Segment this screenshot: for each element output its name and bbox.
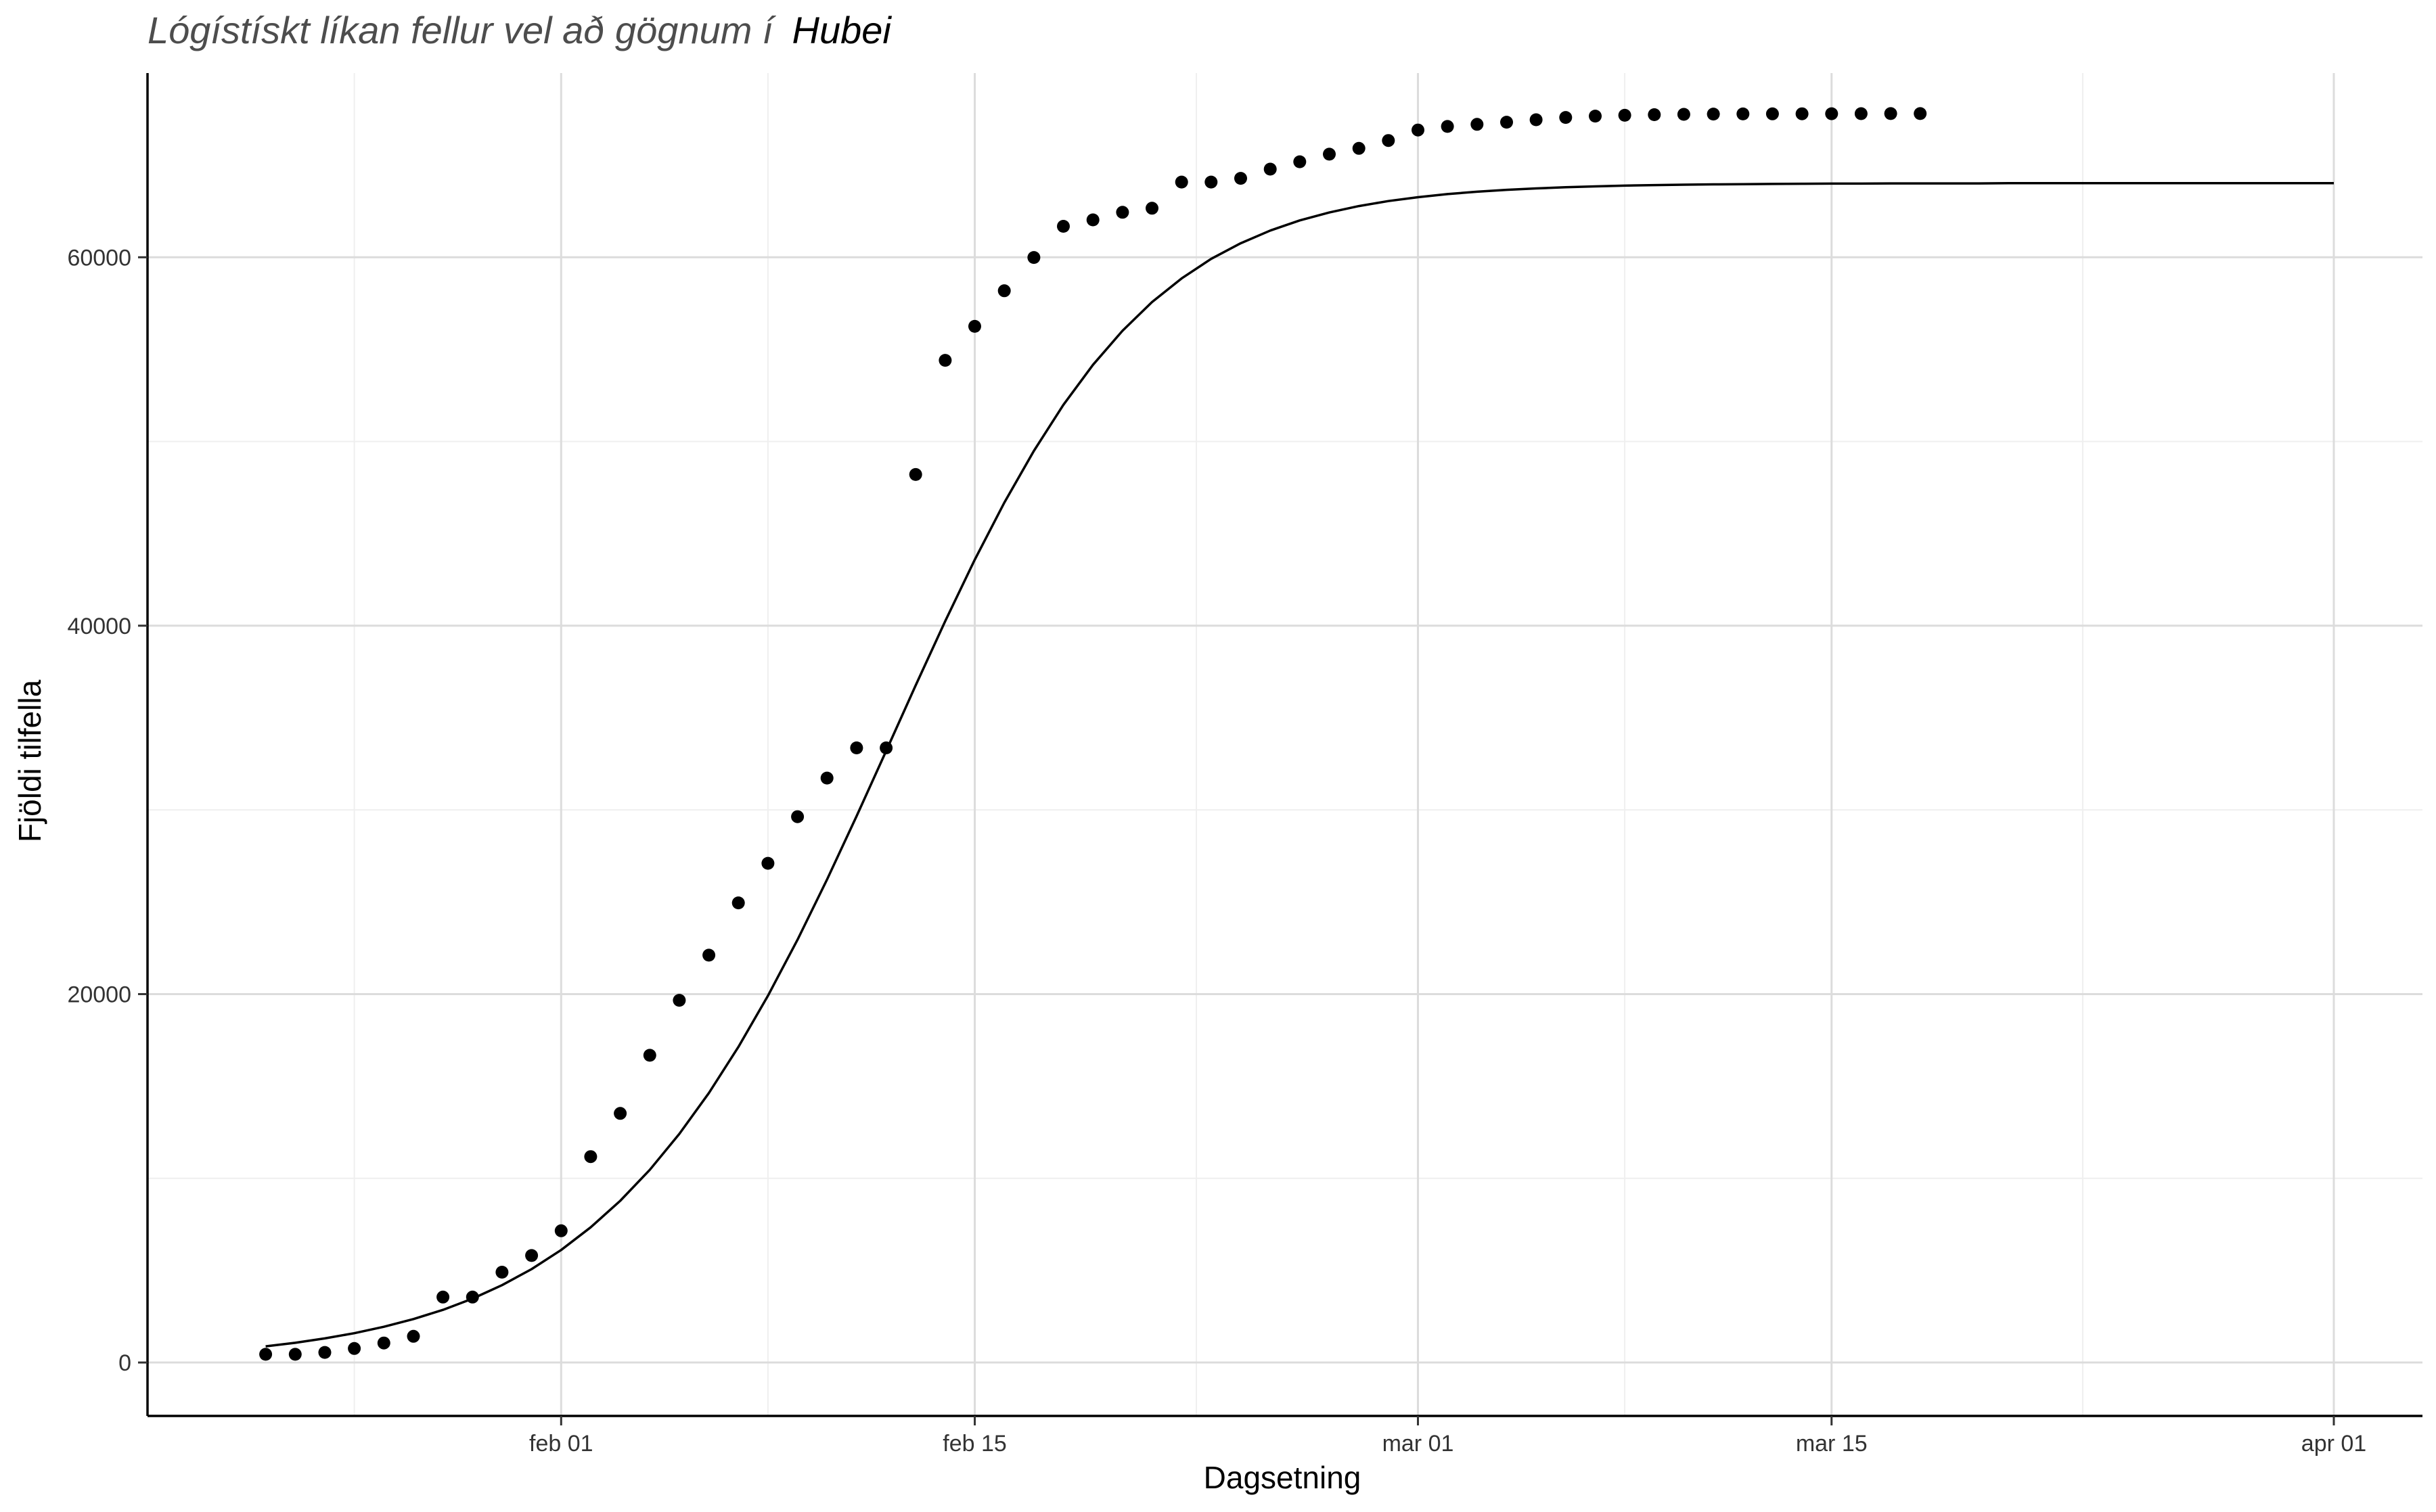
data-point bbox=[377, 1336, 390, 1350]
x-tick-label: mar 15 bbox=[1796, 1431, 1868, 1457]
data-point bbox=[761, 856, 775, 870]
points-layer bbox=[259, 107, 1927, 1361]
data-point bbox=[1884, 107, 1897, 120]
data-point bbox=[1057, 220, 1070, 233]
data-point bbox=[1086, 213, 1100, 227]
data-point bbox=[643, 1049, 656, 1062]
y-tick-label: 0 bbox=[118, 1350, 131, 1376]
data-point bbox=[525, 1249, 539, 1262]
data-point bbox=[939, 354, 952, 367]
fit-line bbox=[265, 182, 2334, 1348]
x-tick-label: apr 01 bbox=[2301, 1431, 2366, 1457]
data-point bbox=[1146, 202, 1158, 215]
data-point bbox=[584, 1150, 597, 1164]
y-axis-title: Fjöldi tilfella bbox=[12, 679, 47, 842]
data-point bbox=[731, 896, 745, 910]
data-point bbox=[1795, 107, 1809, 120]
data-point bbox=[1382, 134, 1395, 147]
data-point bbox=[1263, 162, 1277, 176]
data-point bbox=[673, 994, 686, 1007]
data-point bbox=[1204, 175, 1218, 189]
data-point bbox=[1470, 118, 1484, 131]
tick-labels: feb 01 feb 15 mar 01 mar 15 apr 01 0 20000 4000… bbox=[67, 245, 2366, 1457]
data-point bbox=[1293, 155, 1307, 168]
x-tick-label: feb 01 bbox=[529, 1431, 593, 1457]
data-point bbox=[1854, 107, 1868, 120]
data-point bbox=[614, 1107, 627, 1120]
data-point bbox=[880, 741, 893, 754]
chart-title: Lógístískt líkan fellur vel að gögnum í H… bbox=[148, 9, 892, 51]
data-point bbox=[702, 948, 716, 962]
data-point bbox=[1765, 107, 1779, 120]
y-tick-label: 40000 bbox=[67, 614, 131, 639]
data-point bbox=[1825, 107, 1839, 120]
data-point bbox=[318, 1346, 332, 1359]
fit-layer bbox=[265, 182, 2334, 1348]
x-axis-title: Dagsetning bbox=[1204, 1460, 1361, 1495]
data-point bbox=[997, 284, 1011, 298]
data-point bbox=[288, 1348, 302, 1361]
data-point bbox=[1352, 141, 1366, 155]
x-tick-label: mar 01 bbox=[1382, 1431, 1454, 1457]
data-point bbox=[1914, 107, 1927, 120]
data-point bbox=[1589, 110, 1602, 123]
grid-major bbox=[148, 73, 2422, 1416]
data-point bbox=[968, 319, 981, 333]
data-point bbox=[348, 1342, 361, 1355]
data-point bbox=[1736, 107, 1750, 120]
chart-title-region: Hubei bbox=[792, 9, 893, 51]
data-point bbox=[1116, 206, 1129, 219]
y-tick-label: 20000 bbox=[67, 982, 131, 1007]
data-point bbox=[1412, 123, 1424, 137]
axes bbox=[138, 73, 2422, 1425]
data-point bbox=[1175, 175, 1188, 189]
data-point bbox=[909, 467, 922, 481]
data-point bbox=[1500, 116, 1513, 129]
data-point bbox=[791, 810, 805, 823]
grid-minor bbox=[148, 73, 2422, 1416]
data-point bbox=[1027, 251, 1041, 265]
data-point bbox=[1234, 172, 1247, 185]
data-point bbox=[1648, 108, 1661, 121]
data-point bbox=[1559, 111, 1573, 124]
data-point bbox=[407, 1329, 420, 1343]
chart-title-text: Lógístískt líkan fellur vel að gögnum í bbox=[148, 9, 777, 51]
data-point bbox=[1441, 120, 1454, 133]
data-point bbox=[1529, 113, 1543, 127]
data-point bbox=[466, 1290, 479, 1304]
data-point bbox=[259, 1348, 273, 1361]
data-point bbox=[495, 1266, 509, 1279]
data-point bbox=[436, 1290, 450, 1304]
data-point bbox=[554, 1224, 568, 1237]
data-point bbox=[1323, 147, 1336, 161]
data-point bbox=[1677, 108, 1690, 121]
data-point bbox=[850, 741, 863, 754]
y-tick-label: 60000 bbox=[67, 245, 131, 271]
data-point bbox=[1618, 108, 1631, 122]
data-point bbox=[820, 771, 834, 785]
data-point bbox=[1707, 108, 1720, 121]
x-tick-label: feb 15 bbox=[943, 1431, 1007, 1457]
